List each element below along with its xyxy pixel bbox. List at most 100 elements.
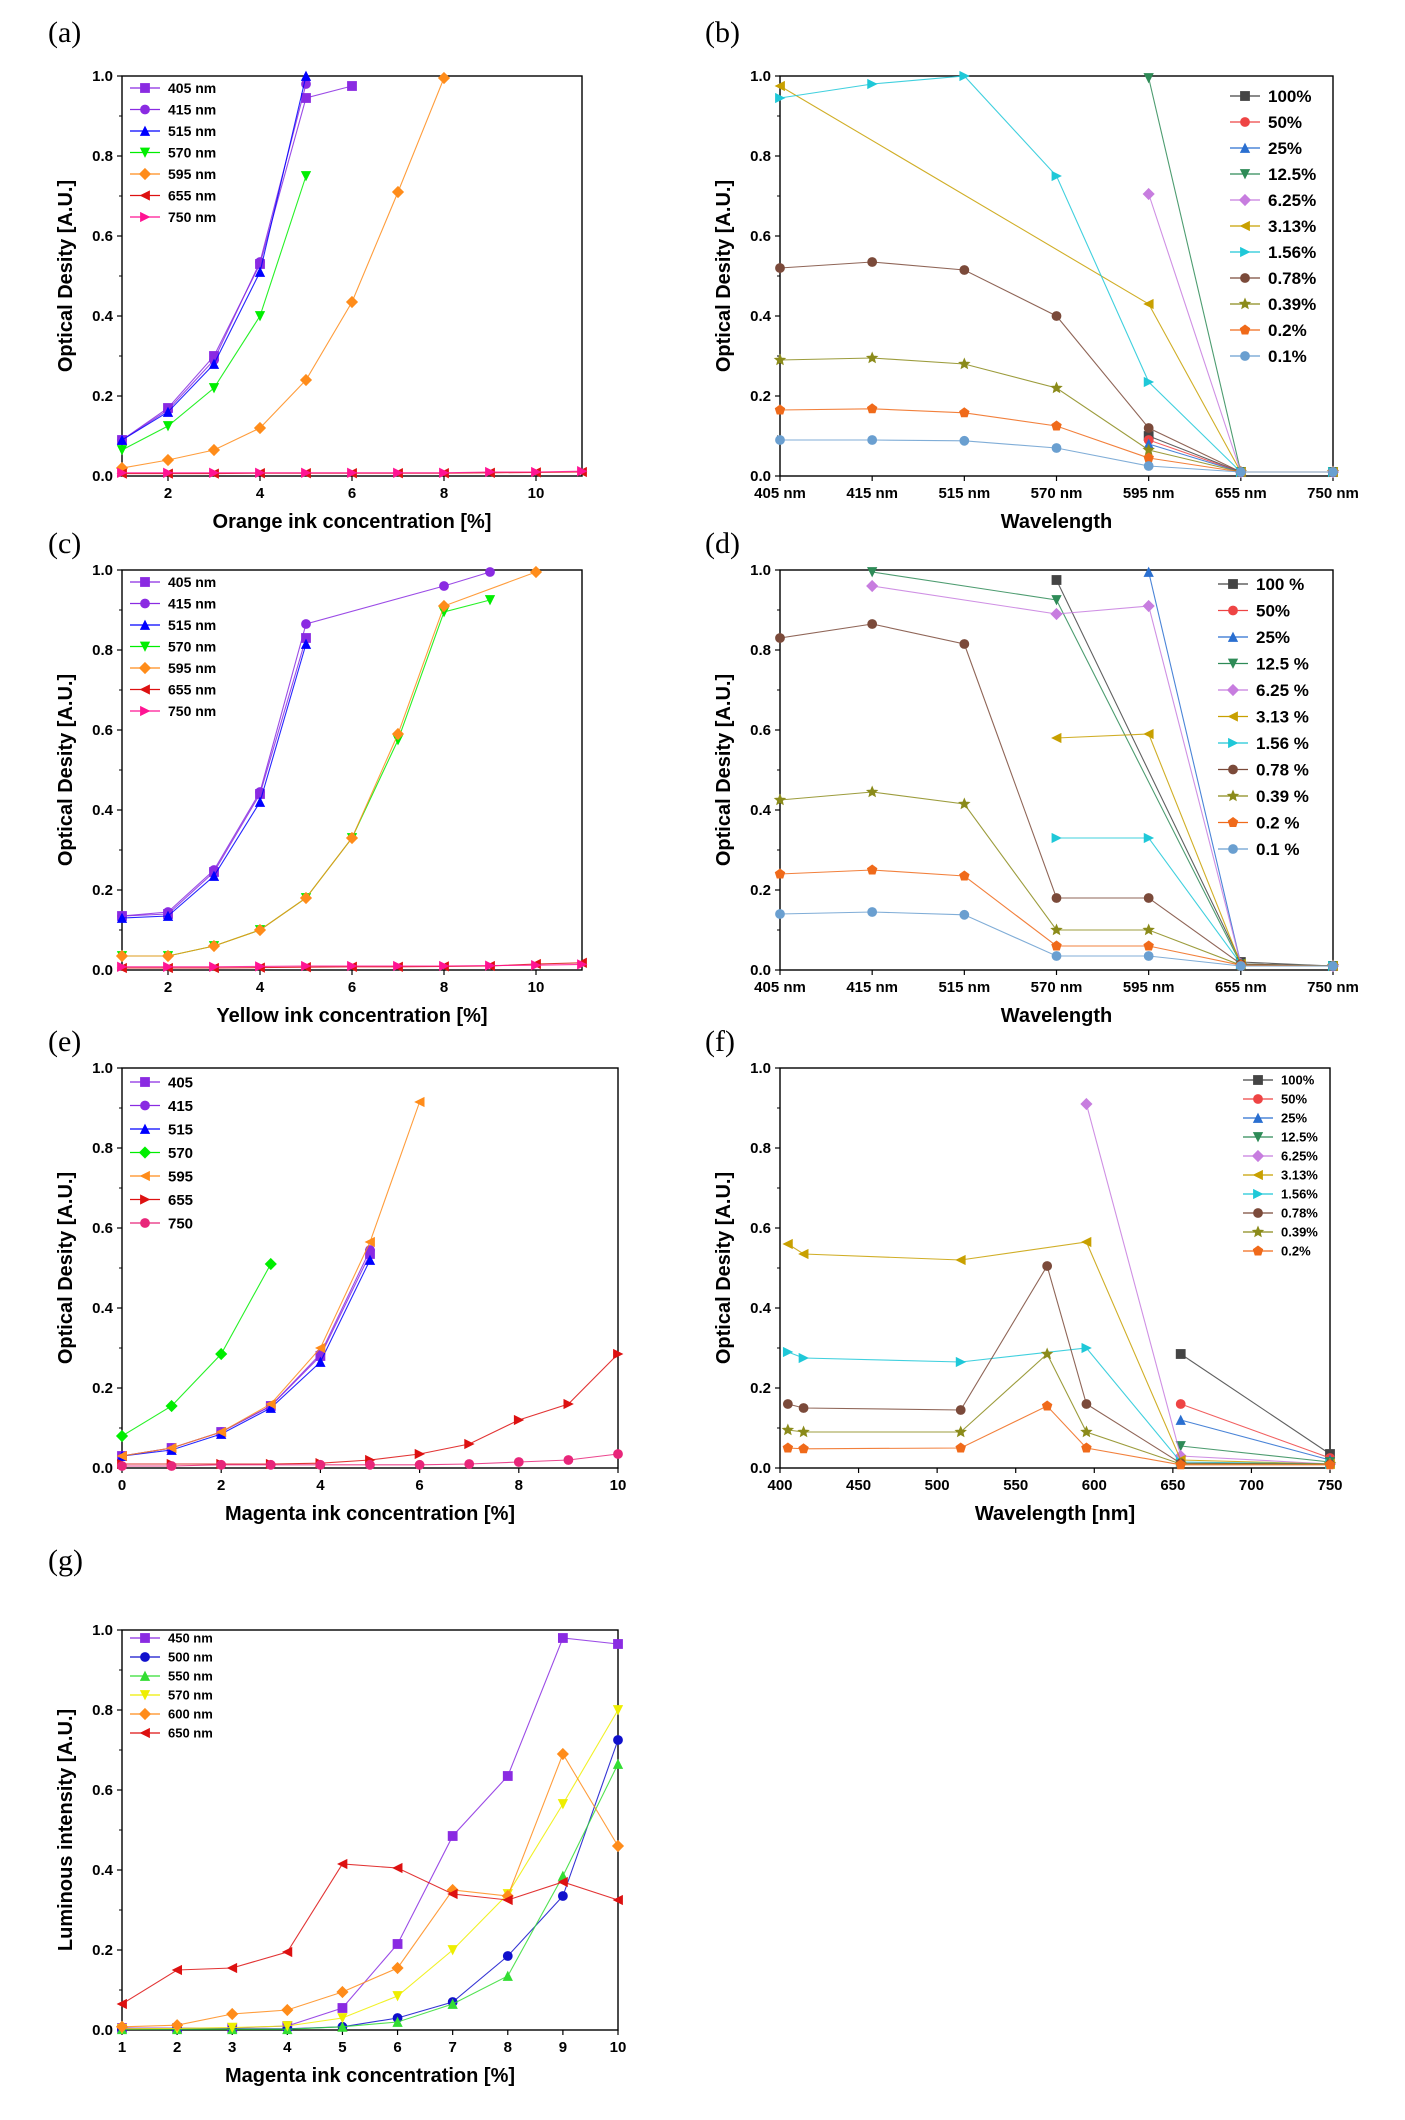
data-point bbox=[207, 939, 221, 953]
series-line bbox=[121, 77, 445, 469]
data-point bbox=[281, 2003, 294, 2017]
x-tick-label: 10 bbox=[610, 2039, 627, 2056]
data-point bbox=[577, 959, 588, 970]
series-line bbox=[779, 85, 1333, 473]
legend-marker bbox=[140, 1100, 150, 1111]
data-point bbox=[207, 443, 221, 457]
legend-label: 12.5% bbox=[1281, 1130, 1318, 1145]
data-point bbox=[798, 1443, 809, 1454]
legend-marker bbox=[1240, 273, 1250, 283]
data-point bbox=[391, 1961, 404, 1975]
series-line bbox=[1180, 1353, 1331, 1455]
y-tick-label: 0.4 bbox=[750, 308, 772, 325]
data-point bbox=[1175, 1414, 1186, 1425]
legend-marker bbox=[138, 1707, 152, 1721]
data-point bbox=[867, 435, 878, 445]
data-point bbox=[797, 1425, 810, 1438]
data-point bbox=[1235, 467, 1246, 477]
y-tick-label: 0.2 bbox=[750, 1380, 771, 1397]
data-point bbox=[775, 92, 786, 104]
legend-label: 12.5 % bbox=[1256, 655, 1309, 674]
legend-marker bbox=[1253, 1075, 1263, 1085]
legend-label: 650 nm bbox=[168, 1726, 213, 1741]
data-point bbox=[216, 1459, 227, 1470]
legend: 405 nm 415 nm 515 nm 570 nm 595 nm 655 nm 750 … bbox=[130, 574, 216, 719]
legend-label: 450 nm bbox=[168, 1631, 213, 1646]
legend-marker bbox=[140, 1218, 150, 1228]
x-tick-label: 4 bbox=[316, 1477, 325, 1494]
x-tick-label: 415 nm bbox=[846, 979, 898, 996]
y-tick-label: 1.0 bbox=[750, 68, 771, 85]
series-line bbox=[779, 357, 1333, 473]
series-line bbox=[121, 1752, 619, 2028]
x-axis-label: Orange ink concentration [%] bbox=[213, 511, 492, 533]
legend-label: 655 bbox=[168, 1192, 193, 1209]
data-point bbox=[253, 923, 267, 937]
series-line bbox=[779, 791, 1334, 967]
y-tick-label: 0.6 bbox=[92, 1782, 113, 1799]
data-point bbox=[162, 406, 174, 417]
data-point bbox=[209, 467, 220, 478]
x-tick-label: 500 bbox=[925, 1477, 950, 1494]
y-tick-label: 0.4 bbox=[750, 802, 772, 819]
x-tick-label: 2 bbox=[164, 979, 172, 996]
data-point bbox=[513, 1414, 525, 1426]
data-point bbox=[959, 435, 970, 446]
legend-label: 6.25% bbox=[1281, 1149, 1318, 1164]
y-tick-label: 0.6 bbox=[750, 228, 771, 245]
legend-marker bbox=[1239, 142, 1251, 153]
y-tick-label: 0.6 bbox=[92, 722, 113, 739]
y-tick-label: 1.0 bbox=[750, 562, 771, 579]
legend-label: 515 nm bbox=[168, 617, 216, 633]
y-tick-label: 0.0 bbox=[750, 1460, 771, 1477]
legend-marker bbox=[1227, 817, 1239, 827]
legend-marker bbox=[139, 1670, 151, 1681]
legend-marker bbox=[1227, 658, 1239, 669]
data-point bbox=[391, 185, 405, 199]
data-point bbox=[613, 1348, 624, 1360]
data-point bbox=[1042, 1261, 1053, 1271]
y-axis-label: Optical Desity [A.U.] bbox=[713, 180, 735, 372]
legend-marker bbox=[1252, 1132, 1264, 1143]
data-point bbox=[959, 70, 970, 82]
data-point bbox=[117, 467, 128, 478]
x-tick-label: 8 bbox=[504, 2039, 512, 2056]
y-axis-label: Optical Desity [A.U.] bbox=[55, 180, 77, 372]
legend-label: 595 bbox=[168, 1168, 193, 1185]
legend-label: 12.5% bbox=[1268, 165, 1316, 184]
x-tick-label: 8 bbox=[515, 1477, 523, 1494]
legend-label: 100 % bbox=[1256, 575, 1304, 594]
data-point bbox=[337, 1858, 348, 1870]
data-point bbox=[265, 1459, 276, 1470]
data-point bbox=[315, 1342, 326, 1354]
legend-marker bbox=[1252, 1169, 1263, 1181]
x-tick-label: 405 nm bbox=[754, 979, 806, 996]
data-point bbox=[254, 796, 266, 807]
legend-label: 1.56 % bbox=[1256, 734, 1309, 753]
data-point bbox=[301, 93, 311, 103]
x-axis-label: Yellow ink concentration [%] bbox=[216, 1005, 487, 1027]
data-point bbox=[265, 1402, 276, 1413]
data-point bbox=[1081, 1236, 1092, 1248]
legend-label: 595 nm bbox=[168, 166, 216, 182]
data-point bbox=[345, 831, 359, 845]
y-tick-label: 0.4 bbox=[92, 1862, 114, 1879]
data-point bbox=[1143, 566, 1154, 577]
data-point bbox=[1143, 461, 1154, 471]
data-point bbox=[955, 1442, 966, 1453]
legend-label: 550 nm bbox=[168, 1669, 213, 1684]
y-tick-label: 0.8 bbox=[750, 1140, 771, 1157]
data-point bbox=[301, 960, 312, 972]
series-515-nm bbox=[116, 70, 312, 445]
x-tick-label: 405 nm bbox=[754, 485, 806, 502]
series-595 bbox=[116, 1096, 425, 1462]
legend-marker bbox=[1228, 579, 1238, 589]
plot-area bbox=[115, 1633, 625, 2035]
series-line bbox=[121, 1709, 619, 2030]
legend-label: 570 nm bbox=[168, 639, 216, 655]
plot-area bbox=[781, 1097, 1337, 1471]
data-point bbox=[1051, 575, 1062, 585]
chart-panel-d: (d) 0.0 0.2 0.4 0.6 0.8 1.0 405 nm 415 nm 515 nm 5… bbox=[705, 527, 1359, 1027]
legend-marker bbox=[1228, 764, 1238, 775]
data-point bbox=[1081, 1442, 1092, 1453]
